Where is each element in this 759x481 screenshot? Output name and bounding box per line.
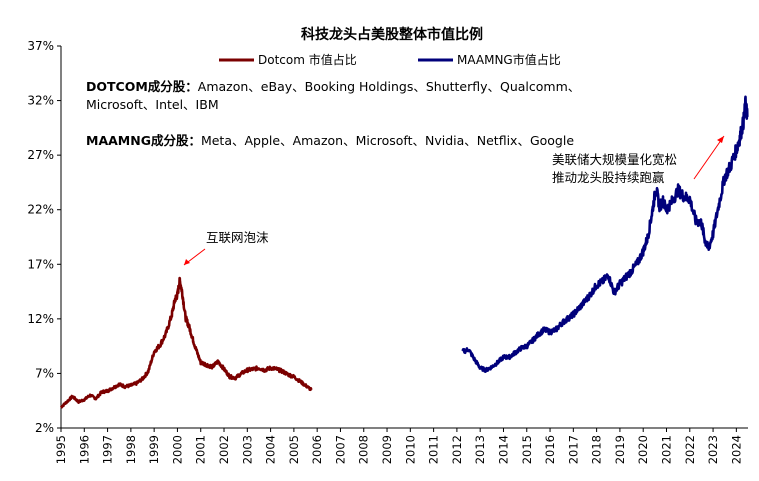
qe-arrow (693, 135, 725, 180)
x-tick-label: 2005 (287, 435, 301, 464)
chart-title: 科技龙头占美股整体市值比例 (301, 26, 483, 43)
x-tick-label: 2021 (659, 435, 673, 464)
series-line-maamng (461, 95, 749, 373)
svg-text:MAAMNG成分股：Meta、Apple、Amazon、Mi: MAAMNG成分股：Meta、Apple、Amazon、Microsoft、Nv… (86, 133, 574, 148)
x-tick-label: 2002 (217, 435, 231, 464)
axes (60, 46, 748, 429)
maamng-constituents-line: Meta、Apple、Amazon、Microsoft、Nvidia、Netfl… (201, 133, 574, 148)
x-tick-label: 2001 (194, 435, 208, 464)
x-tick-label: 2009 (380, 435, 394, 464)
x-tick-label: 2003 (240, 435, 254, 464)
x-tick-label: 2015 (520, 435, 534, 464)
x-tick-label: 2014 (496, 435, 510, 464)
x-tick-label: 1997 (101, 435, 115, 464)
legend-label-dotcom: Dotcom 市值占比 (258, 52, 357, 67)
series-line-dotcom (59, 276, 313, 409)
legend: Dotcom 市值占比 MAAMNG市值占比 (219, 52, 561, 67)
y-tick-label: 27% (27, 148, 54, 162)
maamng-constituents-label: MAAMNG成分股： (86, 133, 201, 148)
dotcom-constituents-line2: Microsoft、Intel、IBM (86, 97, 219, 112)
qe-arrow-head (717, 136, 724, 143)
x-axis-ticks: 1995 1996 1997 1998 1999 2000 2001 2002 2003 2004… (54, 428, 743, 464)
x-tick-label: 1998 (124, 435, 138, 464)
y-tick-label: 12% (27, 312, 54, 326)
x-tick-label: 1995 (54, 435, 68, 464)
x-tick-label: 2012 (450, 435, 464, 464)
y-tick-label: 37% (27, 39, 54, 53)
x-tick-label: 2018 (590, 435, 604, 464)
x-tick-label: 2000 (170, 435, 184, 464)
legend-label-maamng: MAAMNG市值占比 (457, 52, 561, 67)
y-axis-ticks: 2% 7% 12% 17% 22% 27% 32% 37% (27, 39, 61, 435)
y-tick-label: 7% (35, 366, 54, 380)
annotations: 互联网泡沫 美联储大规模量化宽松 推动龙头股持续跑赢 (183, 135, 725, 266)
qe-annotation-line2: 推动龙头股持续跑赢 (552, 170, 665, 185)
x-tick-label: 2013 (473, 435, 487, 464)
svg-text:DOTCOM成分股：Amazon、eBay、Booking: DOTCOM成分股：Amazon、eBay、Booking Holdings、S… (86, 79, 580, 94)
x-tick-label: 2004 (264, 435, 278, 464)
x-tick-label: 1999 (147, 435, 161, 464)
x-tick-label: 2022 (683, 435, 697, 464)
x-tick-label: 2020 (636, 435, 650, 464)
x-tick-label: 2006 (310, 435, 324, 464)
y-tick-label: 32% (27, 94, 54, 108)
x-tick-label: 2017 (566, 435, 580, 464)
series-layer (59, 95, 749, 409)
y-tick-label: 2% (35, 421, 54, 435)
x-tick-label: 2008 (357, 435, 371, 464)
bubble-annotation: 互联网泡沫 (206, 230, 269, 245)
y-tick-label: 22% (27, 203, 54, 217)
x-tick-label: 1996 (77, 435, 91, 464)
x-tick-label: 2016 (543, 435, 557, 464)
x-tick-label: 2019 (613, 435, 627, 464)
constituents-note: DOTCOM成分股：Amazon、eBay、Booking Holdings、S… (86, 79, 580, 148)
x-tick-label: 2011 (427, 435, 441, 464)
qe-annotation-line1: 美联储大规模量化宽松 (552, 152, 677, 167)
bubble-arrow-head (184, 259, 190, 265)
x-tick-label: 2023 (706, 435, 720, 464)
dotcom-constituents-line1: Amazon、eBay、Booking Holdings、Shutterfly、… (198, 79, 581, 94)
x-tick-label: 2010 (403, 435, 417, 464)
dotcom-constituents-label: DOTCOM成分股： (86, 79, 198, 94)
x-tick-label: 2024 (729, 435, 743, 464)
y-tick-label: 17% (27, 257, 54, 271)
x-tick-label: 2007 (333, 435, 347, 464)
